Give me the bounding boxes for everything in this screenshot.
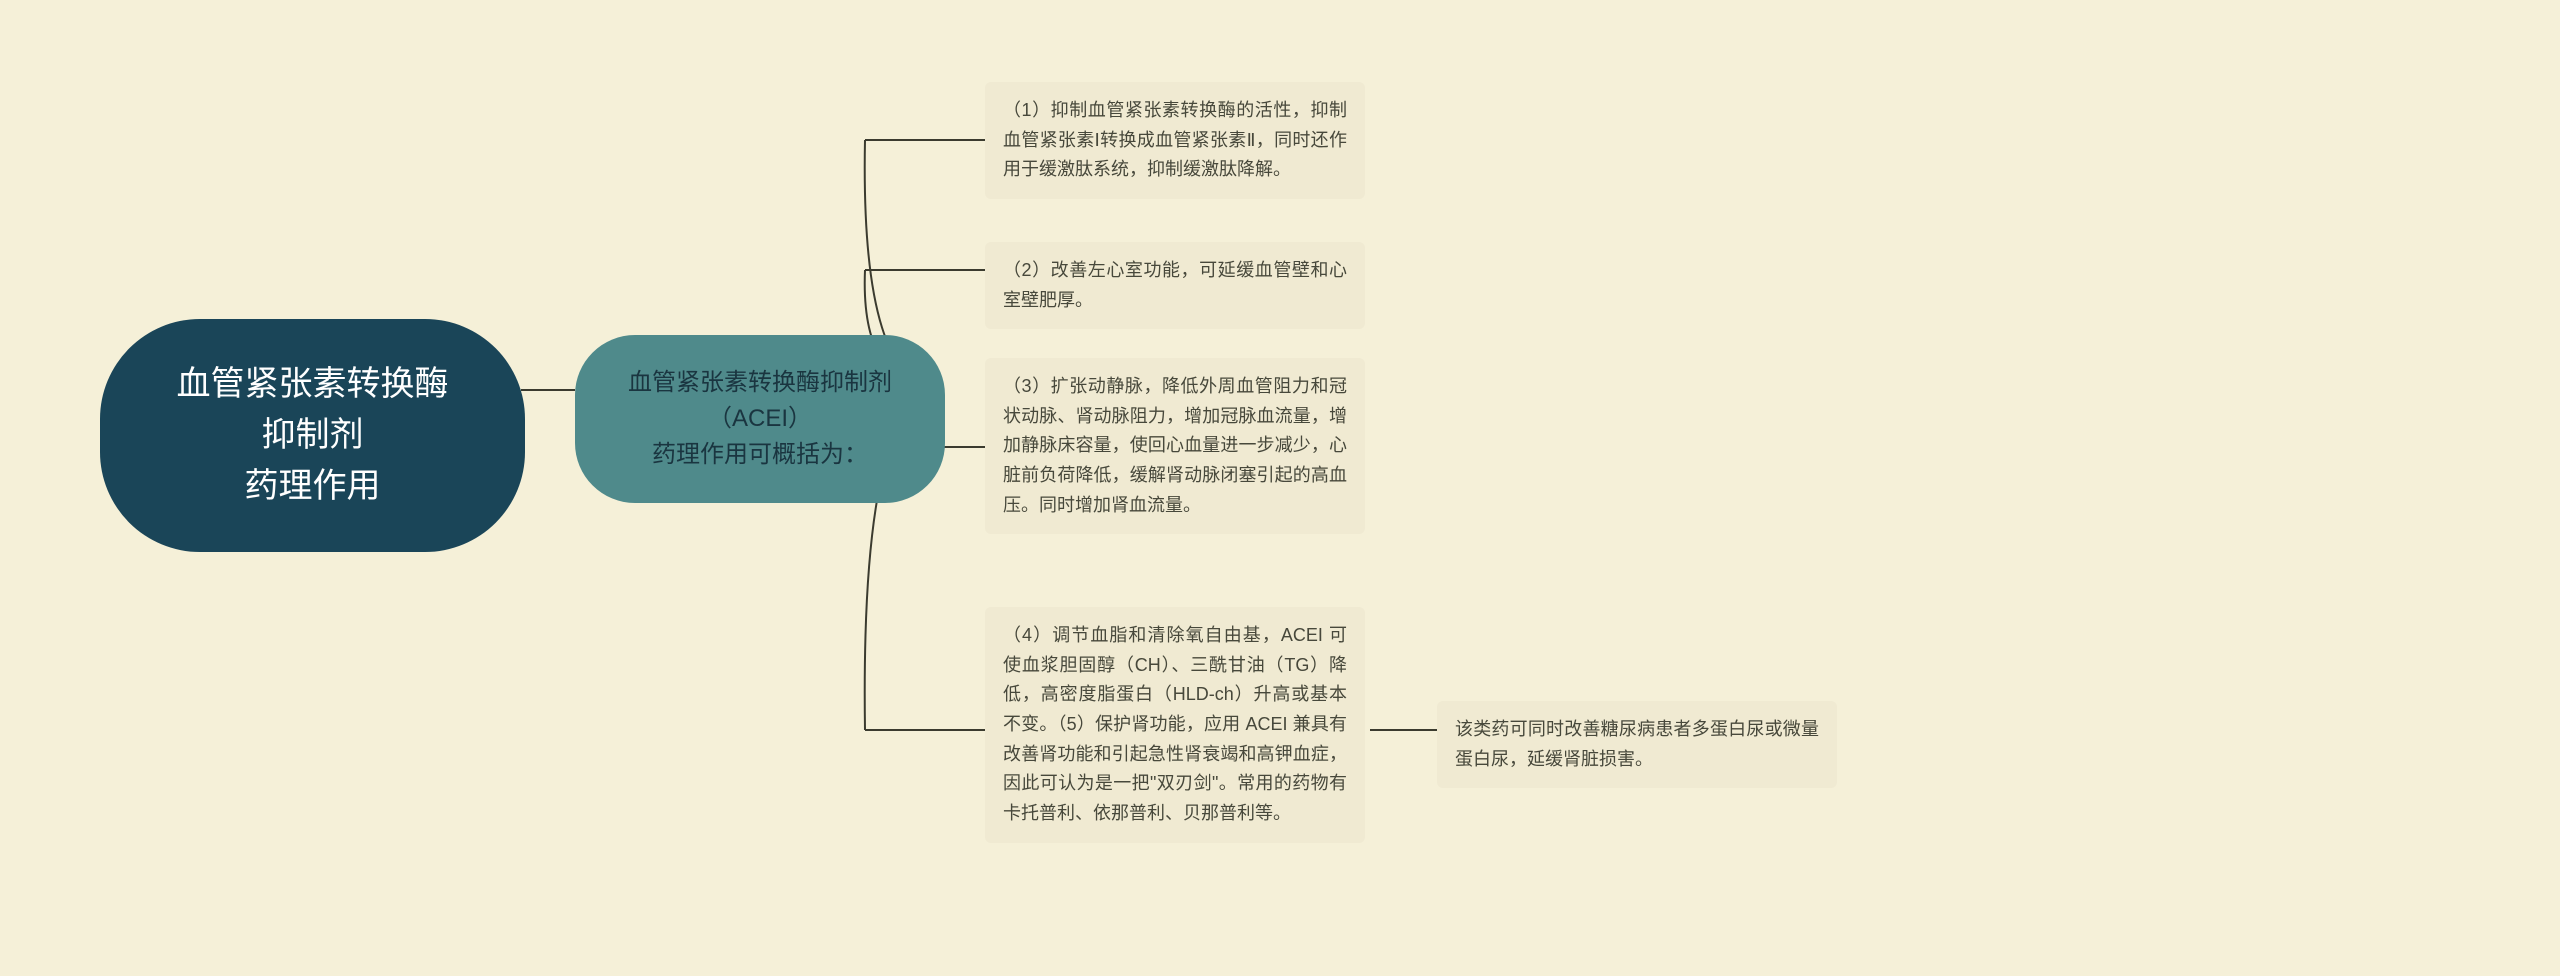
root-node: 血管紧张素转换酶抑制剂 药理作用	[100, 319, 525, 552]
detail-node-1: （1）抑制血管紧张素转换酶的活性，抑制血管紧张素Ⅰ转换成血管紧张素Ⅱ，同时还作用…	[985, 82, 1365, 199]
level1-line1: 血管紧张素转换酶抑制剂（ACEI）	[625, 365, 895, 437]
level1-node: 血管紧张素转换酶抑制剂（ACEI） 药理作用可概括为：	[575, 335, 945, 503]
detail-node-2: （2）改善左心室功能，可延缓血管壁和心室壁肥厚。	[985, 242, 1365, 329]
detail-node-4: （4）调节血脂和清除氧自由基，ACEI 可使血浆胆固醇（CH）、三酰甘油（TG）…	[985, 607, 1365, 843]
root-title-line1: 血管紧张素转换酶抑制剂	[160, 359, 465, 461]
level1-line2: 药理作用可概括为：	[625, 437, 895, 473]
detail-node-3: （3）扩张动静脉，降低外周血管阻力和冠状动脉、肾动脉阻力，增加冠脉血流量，增加静…	[985, 358, 1365, 534]
root-title-line2: 药理作用	[160, 461, 465, 512]
detail-node-5: 该类药可同时改善糖尿病患者多蛋白尿或微量蛋白尿，延缓肾脏损害。	[1437, 701, 1837, 788]
